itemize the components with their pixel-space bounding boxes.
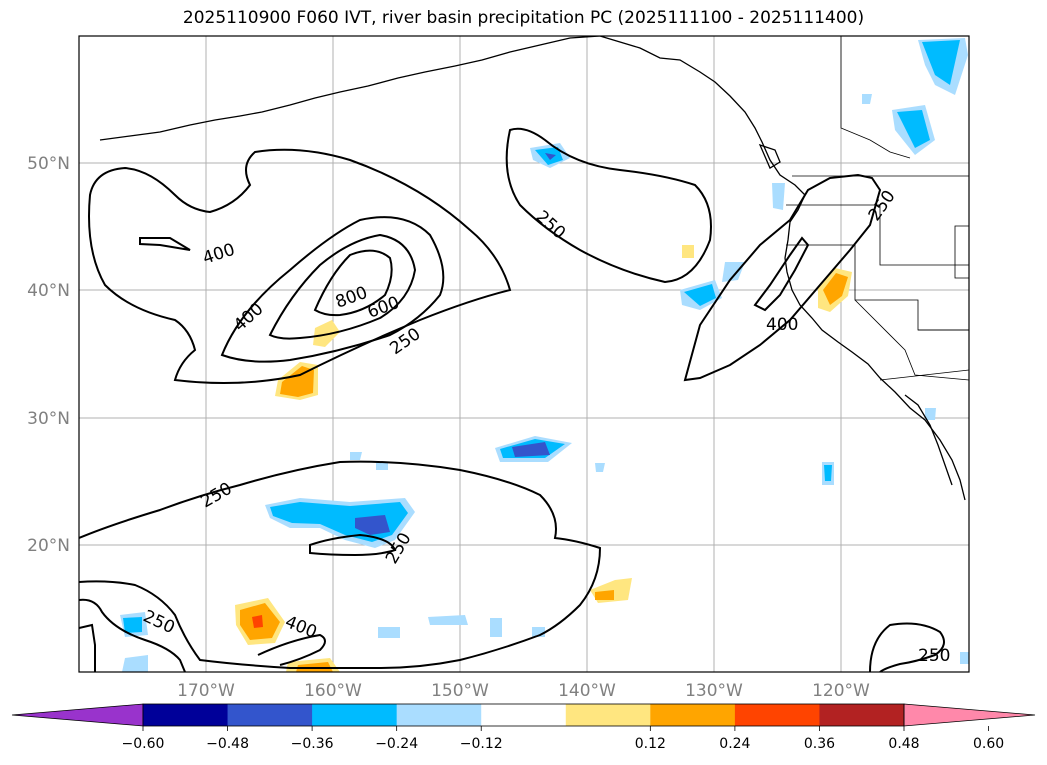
precip-patch: [252, 615, 263, 628]
colorbar-tick-label: 0.48: [888, 736, 919, 752]
colorbar-segment: [227, 704, 313, 726]
precip-patch: [862, 94, 872, 104]
colorbar-segment: [734, 704, 820, 726]
ivt-contour-600: [268, 233, 417, 340]
precip-patch: [925, 408, 936, 420]
alaska-border: [840, 36, 911, 159]
precip-patch: [722, 262, 745, 282]
colorbar-tick-label: −0.60: [122, 736, 165, 752]
precip-patch: [355, 515, 390, 535]
ivt-contour-400: [220, 216, 445, 363]
map-frame: [78, 35, 970, 673]
lat-tick-label: 50°N: [27, 154, 70, 174]
lon-tick-label: 160°W: [304, 681, 362, 701]
colorbar-tick-label: 0.12: [635, 736, 666, 752]
ivt-contour-400: [139, 237, 191, 251]
precip-patch: [350, 452, 362, 460]
precip-patch: [428, 615, 468, 625]
colorbar: −0.60 −0.48 −0.36 −0.24 −0.12 0.12 0.24 0.36 0.4…: [11, 703, 1036, 752]
state-border: [854, 299, 969, 381]
colorbar-tick-label: −0.48: [206, 736, 249, 752]
ivt-contour-250: [79, 460, 602, 670]
ivt-contour-250: [88, 148, 512, 385]
baja-california-coast: [904, 394, 953, 486]
colorbar-segment: [650, 704, 736, 726]
colorbar-tick-label: 0.60: [973, 736, 1004, 752]
precip-patch: [682, 245, 694, 258]
ivt-contour-250: [505, 127, 712, 284]
colorbar-tick-label: −0.24: [375, 736, 418, 752]
state-border: [786, 204, 969, 266]
precip-pc-shading: [120, 38, 969, 672]
contour-label: 250: [918, 646, 950, 666]
aleutian-chain: [99, 36, 601, 141]
contour-label: 400: [766, 315, 798, 335]
ivt-contour-250: [869, 622, 945, 672]
precip-patch: [824, 465, 832, 481]
precip-patch: [960, 652, 969, 664]
precip-patch: [922, 40, 960, 85]
lat-tick-label: 20°N: [27, 536, 70, 556]
ivt-contour-250: [683, 173, 882, 382]
latitude-labels: 50°N 40°N 30°N 20°N: [27, 154, 70, 556]
colorbar-segment: [396, 704, 482, 726]
precip-patch: [595, 590, 614, 600]
map-title: 2025110900 F060 IVT, river basin precipi…: [182, 8, 865, 28]
ivt-contour-400: [753, 236, 810, 312]
precip-patch: [376, 462, 388, 470]
colorbar-segment: [143, 704, 229, 726]
vancouver-island: [758, 143, 781, 169]
political-borders: [786, 36, 969, 381]
lon-tick-label: 130°W: [685, 681, 743, 701]
colorbar-extend-min: [11, 703, 144, 727]
precip-patch: [823, 273, 848, 305]
precip-patch: [772, 183, 785, 210]
map-panel: [79, 36, 969, 672]
longitude-labels: 170°W 160°W 150°W 140°W 130°W 120°W: [177, 681, 870, 701]
lon-tick-label: 170°W: [177, 681, 235, 701]
colorbar-segment: [819, 704, 905, 726]
coastlines: [99, 36, 966, 501]
ivt-contours: [79, 127, 945, 672]
colorbar-segment: [312, 704, 398, 726]
precip-patch: [490, 618, 502, 637]
precip-patch: [123, 617, 142, 633]
lon-tick-label: 150°W: [431, 681, 489, 701]
colorbar-extend-max: [903, 703, 1036, 727]
ivt-contour-250: [79, 598, 186, 672]
ivt-contour-400: [257, 633, 326, 666]
colorbar-tick-label: −0.12: [460, 736, 503, 752]
precip-patch: [378, 627, 400, 638]
colorbar-tick-label: 0.36: [804, 736, 835, 752]
us-mexico-border: [879, 369, 969, 381]
colorbar-tick-label: 0.24: [719, 736, 750, 752]
lat-tick-label: 30°N: [27, 409, 70, 429]
precip-patch: [545, 153, 556, 160]
lon-tick-label: 120°W: [812, 681, 870, 701]
precip-patch: [595, 463, 605, 472]
precip-patch: [122, 655, 148, 672]
lon-tick-label: 140°W: [558, 681, 616, 701]
state-border: [954, 225, 969, 279]
colorbar-outline: [142, 703, 905, 727]
colorbar-segment: [481, 704, 567, 726]
north-america-coast: [599, 36, 966, 501]
precip-patch: [280, 366, 314, 397]
precip-patch: [897, 110, 930, 148]
ivt-contour-250: [309, 533, 397, 557]
precip-patch: [512, 442, 550, 457]
colorbar-segment: [565, 704, 651, 726]
ivt-contour-800: [313, 249, 393, 317]
lat-tick-label: 40°N: [27, 281, 70, 301]
colorbar-tick-label: −0.36: [291, 736, 334, 752]
precip-patch: [684, 284, 716, 306]
graticule: [79, 36, 969, 672]
